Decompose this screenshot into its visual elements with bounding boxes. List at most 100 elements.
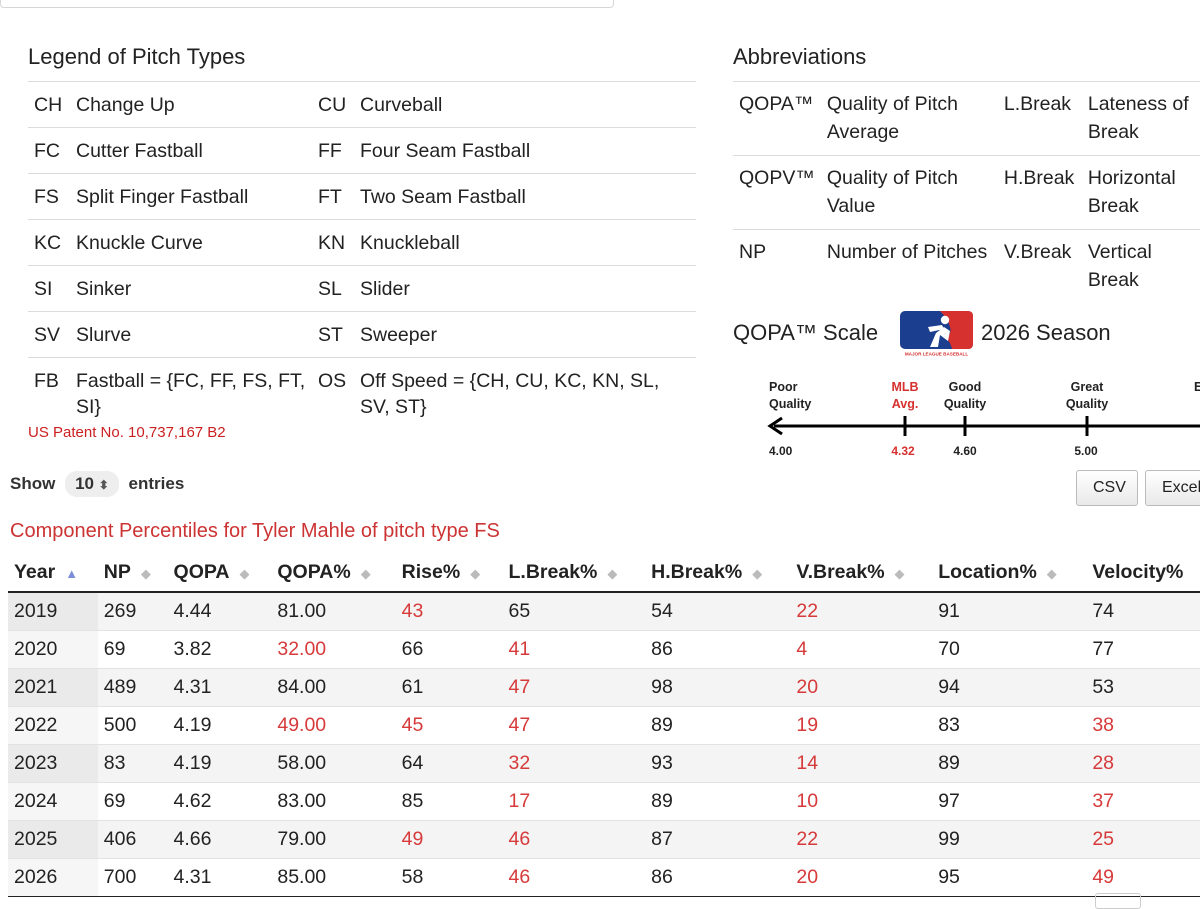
table-cell: 4.31	[167, 668, 272, 707]
qopa-scale-graphic: Poor Quality MLB Avg. Good Quality Great…	[767, 380, 1200, 458]
table-cell: 22	[790, 591, 933, 631]
table-cell: 47	[502, 706, 646, 745]
abbreviation-row: QOPA™ Quality of Pitch Average L.Break Late…	[733, 81, 1200, 156]
column-header-qopa[interactable]: QOPA ◆	[167, 553, 272, 593]
table-cell: 19	[790, 706, 933, 745]
table-cell: 2025	[8, 820, 98, 859]
search-box-fragment[interactable]	[0, 0, 614, 8]
legend-code: ST	[312, 311, 354, 358]
percentiles-table: Year ▲ NP ◆ QOPA ◆ QOPA% ◆ Rise% ◆ L.Break% ◆ H.Brea…	[8, 553, 1200, 897]
table-cell: 45	[395, 706, 503, 745]
scale-label-poor-2: Quality	[769, 397, 811, 411]
abbr-definition: Lateness of Break	[1081, 81, 1200, 156]
legend-row: FB Fastball = {FC, FF, FS, FT, SI} OS Off S…	[28, 357, 696, 429]
table-cell: 95	[932, 858, 1087, 897]
abbr-definition: Number of Pitches	[820, 229, 998, 303]
legend-name: Fastball = {FC, FF, FS, FT, SI}	[70, 357, 312, 429]
column-header-rise[interactable]: Rise% ◆	[395, 553, 503, 593]
table-cell: 64	[395, 744, 503, 783]
table-cell: 4.31	[167, 858, 272, 897]
abbr-definition: Horizontal Break	[1081, 155, 1200, 230]
table-cell: 49.00	[271, 706, 396, 745]
sort-icon: ◆	[140, 566, 151, 581]
scale-value-good: 4.60	[953, 444, 977, 458]
table-cell: 89	[645, 782, 791, 821]
table-cell: 2022	[8, 706, 98, 745]
abbreviation-row: QOPV™ Quality of Pitch Value H.Break Horizo…	[733, 155, 1200, 230]
table-cell: 25	[1086, 820, 1200, 859]
table-cell: 2024	[8, 782, 98, 821]
csv-button[interactable]: CSV	[1076, 470, 1138, 506]
table-cell: 269	[97, 591, 168, 631]
table-cell: 4.44	[167, 591, 272, 631]
table-cell: 49	[1086, 858, 1200, 897]
table-cell: 2020	[8, 630, 98, 669]
table-cell: 83	[932, 706, 1087, 745]
table-row: 2025 406 4.66 79.00 49 46 87 22 99 25	[8, 820, 1200, 859]
legend-code: FS	[28, 173, 70, 220]
legend-row: SV Slurve ST Sweeper	[28, 311, 696, 358]
sort-icon: ◆	[239, 566, 250, 581]
abbr-term: L.Break	[997, 81, 1082, 156]
table-cell: 53	[1086, 668, 1200, 707]
legend-code: KN	[312, 219, 354, 266]
table-cell: 28	[1086, 744, 1200, 783]
table-cell: 41	[502, 630, 646, 669]
scale-value-poor: 4.00	[769, 444, 793, 458]
column-header-velocity[interactable]: Velocity%	[1086, 553, 1200, 593]
table-cell: 87	[645, 820, 791, 859]
legend-code: FF	[312, 127, 354, 174]
legend-name: Change Up	[70, 81, 312, 128]
sort-icon: ◆	[1046, 566, 1057, 581]
legend-name: Cutter Fastball	[70, 127, 312, 174]
legend-name: Knuckleball	[354, 219, 696, 266]
table-cell: 79.00	[271, 820, 396, 859]
scale-arrow-icon	[767, 416, 783, 436]
table-cell: 2019	[8, 591, 98, 631]
legend-code: KC	[28, 219, 70, 266]
column-header-v-break[interactable]: V.Break% ◆	[790, 553, 933, 593]
legend-code: SV	[28, 311, 70, 358]
table-cell: 49	[395, 820, 503, 859]
legend-code: CU	[312, 81, 354, 128]
abbr-term: NP	[733, 229, 821, 303]
table-cell: 46	[502, 820, 646, 859]
scale-label-mlb-2: Avg.	[892, 397, 919, 411]
table-cell: 10	[790, 782, 933, 821]
table-cell: 47	[502, 668, 646, 707]
legend-name: Sinker	[70, 265, 312, 312]
table-cell: 54	[645, 591, 791, 631]
mlb-logo-icon: MAJOR LEAGUE BASEBALL	[900, 311, 973, 357]
table-cell: 38	[1086, 706, 1200, 745]
table-cell: 69	[97, 630, 168, 669]
excel-button[interactable]: Excel	[1145, 470, 1200, 506]
legend-name: Two Seam Fastball	[354, 173, 696, 220]
season-title: 2026 Season	[981, 320, 1111, 345]
table-cell: 85.00	[271, 858, 396, 897]
table-cell: 89	[645, 706, 791, 745]
legend-row: CH Change Up CU Curveball	[28, 81, 696, 128]
column-header-h-break[interactable]: H.Break% ◆	[645, 553, 791, 593]
pagination-fragment[interactable]	[1095, 893, 1141, 909]
table-cell: 98	[645, 668, 791, 707]
table-cell: 37	[1086, 782, 1200, 821]
legend-name: Knuckle Curve	[70, 219, 312, 266]
table-cell: 81.00	[271, 591, 396, 631]
abbr-definition: Vertical Break	[1081, 229, 1200, 303]
table-cell: 69	[97, 782, 168, 821]
table-cell: 20	[790, 668, 933, 707]
table-cell: 32	[502, 744, 646, 783]
scale-title: QOPA™ Scale	[733, 320, 879, 345]
legend-name: Sweeper	[354, 311, 696, 358]
column-header-year[interactable]: Year ▲	[8, 553, 98, 593]
entries-select[interactable]: 10 ⬍	[65, 471, 119, 497]
table-cell: 70	[932, 630, 1087, 669]
legend-name: Slurve	[70, 311, 312, 358]
table-cell: 86	[645, 630, 791, 669]
column-header-l-break[interactable]: L.Break% ◆	[502, 553, 646, 593]
column-header-qopa[interactable]: QOPA% ◆	[271, 553, 396, 593]
abbreviation-row: NP Number of Pitches V.Break Vertical Break	[733, 229, 1200, 303]
column-header-location[interactable]: Location% ◆	[932, 553, 1087, 593]
column-header-np[interactable]: NP ◆	[97, 553, 168, 593]
table-cell: 97	[932, 782, 1087, 821]
